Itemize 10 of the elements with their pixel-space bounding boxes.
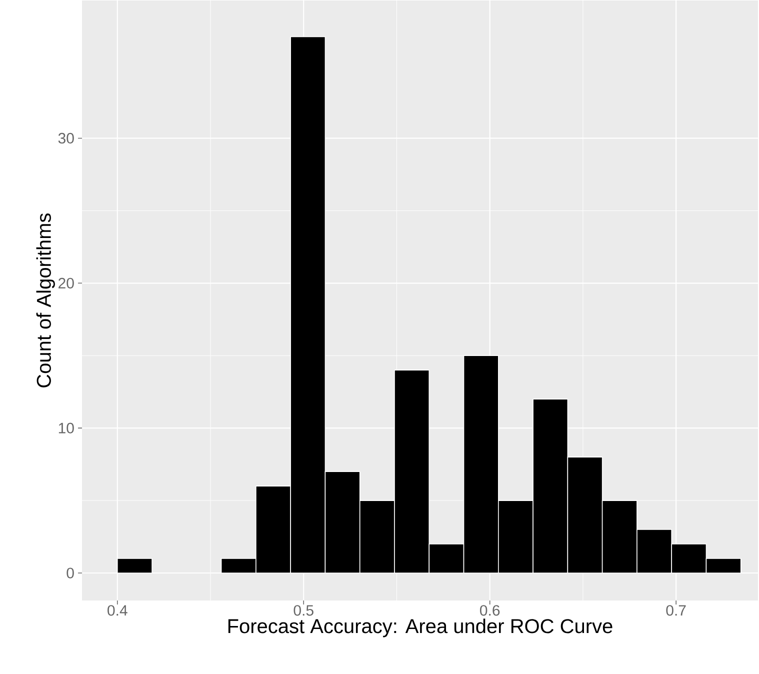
x-axis-title: Forecast Accuracy: Area under ROC Curve	[228, 618, 612, 638]
x-tick-label: 0.6	[480, 605, 500, 616]
y-tick-label: 10	[58, 422, 74, 434]
x-tick-label: 0.4	[108, 605, 128, 616]
y-tick-label: 30	[58, 133, 74, 144]
y-axis-title: Count of Algorithms	[36, 214, 55, 388]
x-tick-label: 0.5	[294, 605, 314, 616]
y-tick-label: 20	[58, 278, 74, 289]
y-tick-label: 0	[66, 568, 74, 579]
x-tick-label: 0.7	[666, 605, 686, 616]
